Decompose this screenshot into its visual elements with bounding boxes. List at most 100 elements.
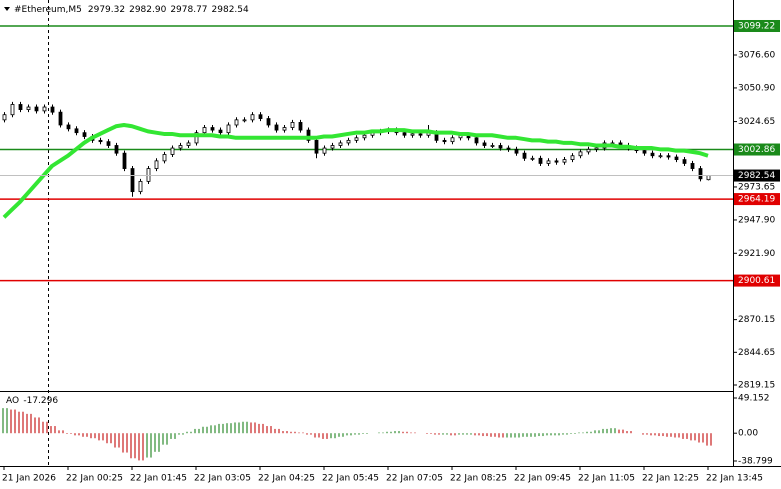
candle-body	[274, 124, 279, 131]
x-tick-label: 22 Jan 12:25	[642, 474, 699, 484]
x-tick-label: 22 Jan 08:25	[450, 474, 507, 484]
candle-body	[210, 127, 215, 131]
candle-body	[186, 142, 191, 146]
candle-body	[10, 104, 15, 116]
price-label: 2982.54	[738, 171, 775, 181]
candle-body	[306, 129, 311, 141]
candle-body	[642, 150, 647, 154]
level-label-box	[734, 19, 780, 32]
x-tick-label: 22 Jan 03:05	[194, 474, 251, 484]
candle-body	[482, 142, 487, 146]
y-tick-label: 2921.90	[738, 249, 775, 259]
candle-body	[522, 152, 527, 159]
candle-body	[194, 132, 199, 144]
candle-body	[266, 118, 271, 126]
candle-body	[74, 128, 79, 134]
candle-body	[658, 155, 663, 158]
candle-body	[26, 106, 31, 110]
level-label-box	[734, 143, 780, 156]
moving-average	[2, 122, 709, 219]
candle-body	[138, 180, 143, 193]
x-tick-label: 22 Jan 13:45	[706, 474, 763, 484]
candle-body	[442, 139, 447, 143]
candle-body	[530, 157, 535, 160]
candle-body	[554, 160, 559, 163]
level-label: 3002.86	[738, 145, 775, 155]
candle-body	[706, 175, 711, 181]
low: 2978.77	[170, 5, 207, 15]
candle-body	[122, 152, 127, 169]
candle-body	[690, 163, 695, 169]
candle-body	[362, 134, 367, 139]
candle-body	[290, 122, 295, 128]
candle-body	[338, 142, 343, 146]
y-tick-label: 3024.65	[738, 117, 775, 127]
ao-tick-label: -38.799	[738, 456, 773, 466]
candle-body	[146, 168, 151, 182]
candle-body	[506, 147, 511, 150]
menu-arrow	[4, 7, 10, 11]
level-label-box	[734, 193, 780, 206]
candle-body	[106, 141, 111, 146]
price-label-box	[734, 169, 780, 182]
candle-body	[242, 119, 247, 122]
candle-body	[154, 160, 159, 169]
candle-body	[162, 154, 167, 162]
candle-body	[298, 122, 303, 131]
candle-body	[202, 127, 207, 134]
y-tick-label: 2819.15	[738, 381, 775, 391]
candle-body	[578, 151, 583, 157]
candle-body	[538, 157, 543, 164]
candle-body	[594, 147, 599, 150]
candle-body	[66, 124, 71, 130]
candle-body	[698, 168, 703, 180]
candle-body	[410, 133, 415, 136]
candle-body	[474, 137, 479, 144]
chart-header: #Ethereum,M5 2979.32 2982.90 2978.77 2982.54	[14, 5, 249, 15]
candle-body	[58, 111, 63, 126]
candle-body	[34, 106, 39, 112]
y-tick-label: 2844.65	[738, 348, 775, 358]
candle-body	[170, 147, 175, 155]
candle-body	[418, 133, 423, 136]
x-tick-label: 21 Jan 2026	[2, 474, 56, 484]
candle-body	[282, 127, 287, 131]
x-tick-label: 22 Jan 01:45	[130, 474, 187, 484]
candle-body	[50, 106, 55, 113]
y-tick-label: 3050.90	[738, 83, 775, 93]
candle-body	[226, 124, 231, 134]
high: 2982.90	[129, 5, 166, 15]
y-tick-label: 2870.15	[738, 315, 775, 325]
candle-body	[570, 155, 575, 160]
candle-body	[666, 155, 671, 158]
y-tick-label: 2947.90	[738, 215, 775, 225]
candle-body	[82, 132, 87, 137]
ao-tick-label: 0.00	[738, 429, 758, 439]
candle-body	[250, 114, 255, 121]
close: 2982.54	[212, 5, 249, 15]
level-label: 2964.19	[738, 195, 775, 205]
candle-body	[130, 168, 135, 193]
candle-body	[330, 145, 335, 149]
candle-body	[514, 148, 519, 154]
x-tick-label: 22 Jan 09:45	[514, 474, 571, 484]
candle-body	[562, 159, 567, 163]
candle-body	[450, 137, 455, 143]
candle-body	[498, 145, 503, 149]
candle-body	[650, 152, 655, 157]
candle-body	[18, 104, 23, 110]
ao-header: AO -17.296	[6, 396, 58, 406]
candle-body	[322, 147, 327, 154]
candle-body	[114, 145, 119, 154]
x-tick-label: 22 Jan 00:25	[66, 474, 123, 484]
x-tick-label: 22 Jan 04:25	[258, 474, 315, 484]
ao-tick-label: 49.152	[738, 393, 770, 403]
candle-body	[682, 159, 687, 164]
candle-body	[98, 139, 103, 143]
candle-body	[314, 139, 319, 154]
candle-body	[546, 160, 551, 164]
candle-body	[346, 139, 351, 144]
